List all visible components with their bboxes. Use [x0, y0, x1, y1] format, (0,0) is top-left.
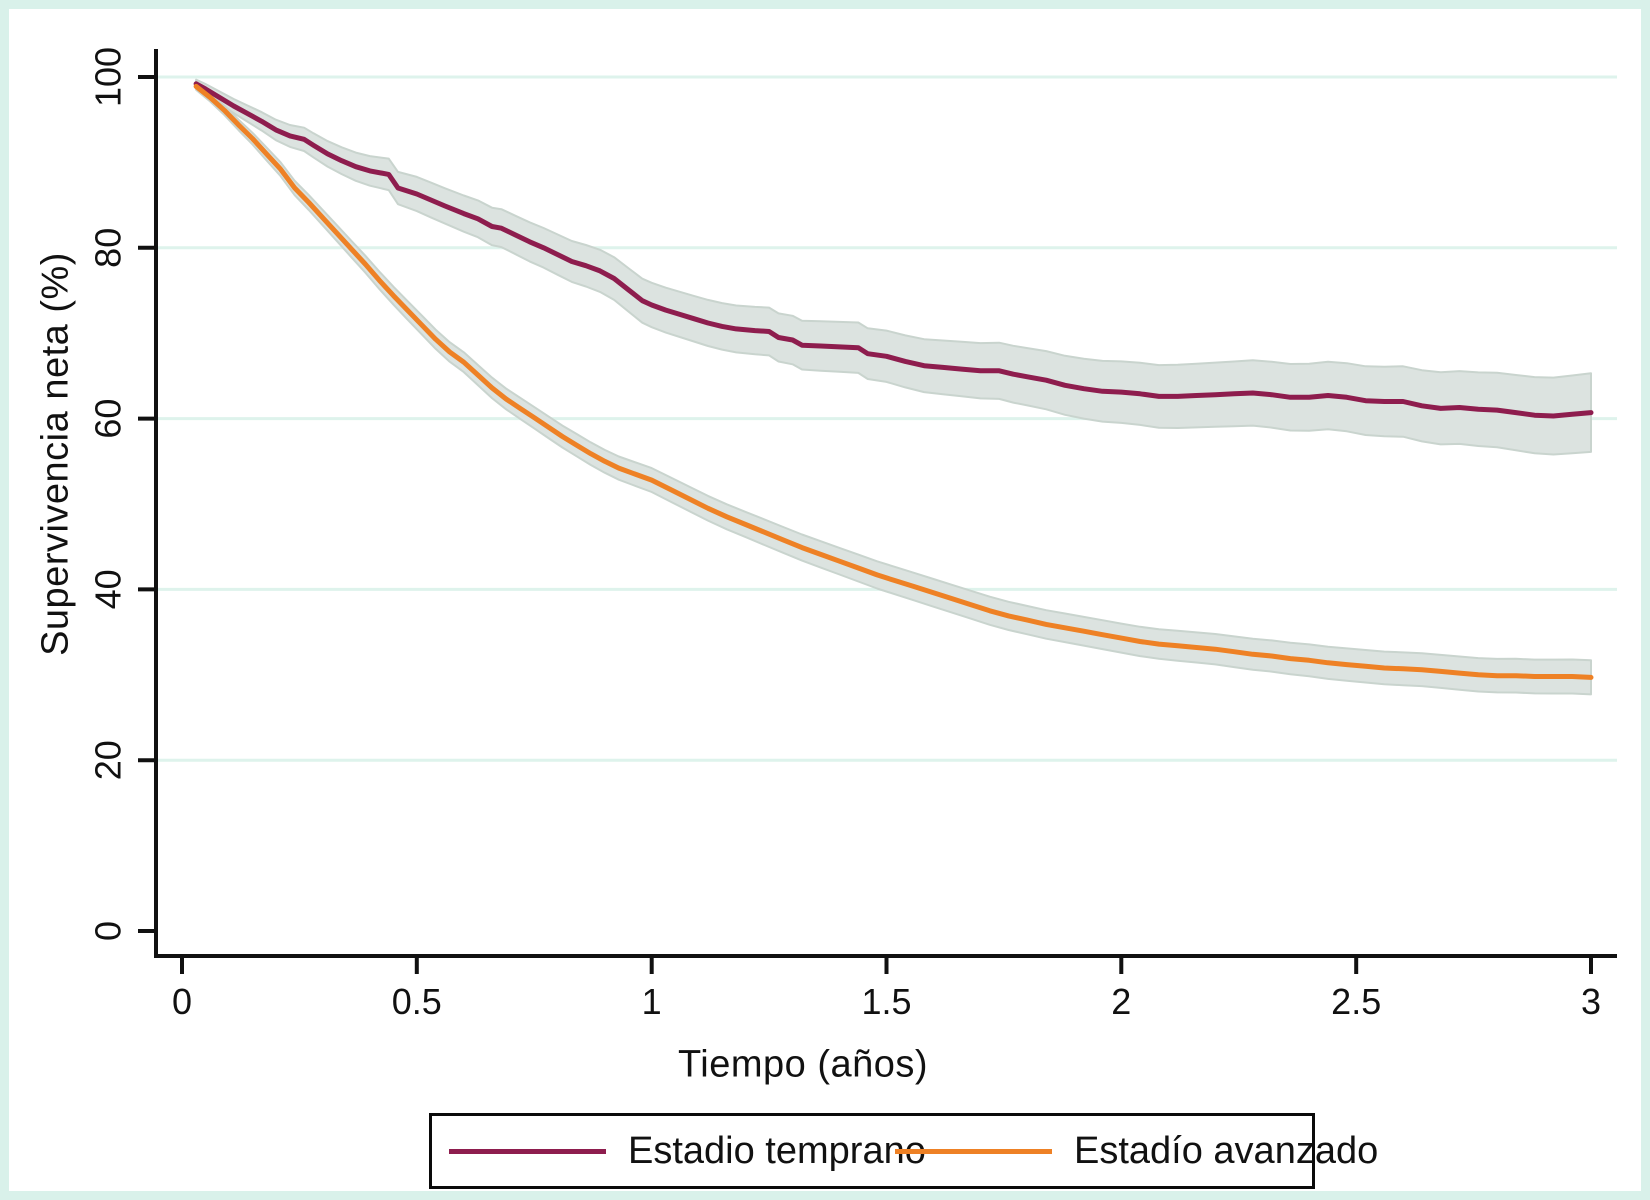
ci-band-series-1 [195, 82, 1592, 696]
survival-chart-svg: 0 20 40 60 80 100 0 0.5 1 1.5 2 2.5 3 [88, 47, 1617, 1022]
x-tick-label-1.5: 1.5 [861, 981, 911, 1022]
y-tick-label-80: 80 [88, 228, 129, 268]
legend-label-advanced-stage: Estadío avanzado [1074, 1129, 1379, 1172]
y-tick-label-20: 20 [88, 740, 129, 780]
survival-line-series-1 [193, 83, 1594, 680]
ci-band-series-0 [195, 78, 1592, 456]
y-tick-label-100: 100 [88, 47, 129, 107]
advanced-stage-line-swatch [895, 1148, 1052, 1154]
x-tick-label-0: 0 [172, 981, 192, 1022]
y-tick-label-60: 60 [88, 399, 129, 439]
legend-item-early-stage: Estadio temprano [449, 1116, 926, 1186]
x-tick-label-3: 3 [1581, 981, 1601, 1022]
x-tick-label-2.5: 2.5 [1331, 981, 1381, 1022]
x-tick-label-2: 2 [1111, 981, 1131, 1022]
survival-line-series-0 [193, 81, 1594, 419]
legend-item-advanced-stage: Estadío avanzado [895, 1116, 1378, 1186]
y-tick-label-0: 0 [88, 921, 129, 941]
early-stage-line-swatch [449, 1148, 606, 1154]
x-tick-label-0.5: 0.5 [392, 981, 442, 1022]
legend-label-early-stage: Estadio temprano [628, 1129, 926, 1172]
y-axis-title: Supervivencia neta (%) [34, 252, 77, 656]
legend: Estadio temprano Estadío avanzado [429, 1113, 1378, 1189]
x-axis-title: Tiempo (años) [677, 1043, 929, 1086]
x-tick-label-1: 1 [642, 981, 662, 1022]
y-tick-label-40: 40 [88, 569, 129, 609]
